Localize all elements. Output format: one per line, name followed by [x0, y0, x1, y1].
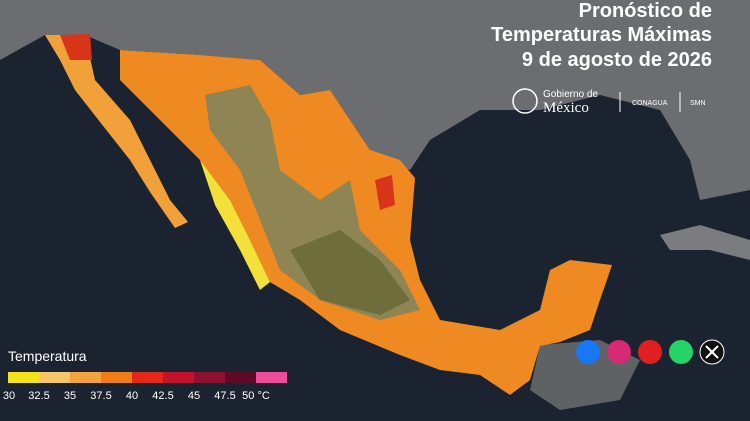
central-highlands: [290, 230, 410, 315]
baja-california: [45, 35, 188, 228]
legend-label: 42.5: [152, 390, 173, 402]
instagram-icon: [607, 340, 631, 364]
title-line: Pronóstico de: [579, 0, 712, 22]
hot-spot: [375, 175, 395, 210]
logo-text: SMN: [690, 100, 706, 107]
cuba: [660, 225, 750, 260]
legend-title: Temperatura: [8, 348, 87, 364]
legend: 30 32.5 35 37.5 40 42.5 45 47.5 50 °C: [3, 372, 287, 402]
north-land: [0, 0, 750, 200]
legend-swatch: [101, 372, 132, 383]
legend-swatch: [256, 372, 287, 383]
youtube-icon: [638, 340, 662, 364]
whatsapp-icon: [669, 340, 693, 364]
logo-text: CONAGUA: [632, 100, 668, 107]
legend-swatch: [132, 372, 163, 383]
legend-swatch: [70, 372, 101, 383]
x-glyph: [705, 345, 719, 359]
legend-label: 37.5: [90, 390, 111, 402]
logo-text: México: [543, 100, 589, 116]
legend-swatch: [39, 372, 70, 383]
legend-swatch: [163, 372, 194, 383]
gobierno-seal: [512, 88, 538, 114]
hot-spot: [60, 34, 92, 60]
legend-swatch: [8, 372, 39, 383]
logo-text: Gobierno de: [543, 89, 598, 100]
legend-label: 40: [126, 390, 138, 402]
legend-label: 32.5: [28, 390, 49, 402]
legend-label: 45: [188, 390, 200, 402]
legend-label: 35: [64, 390, 76, 402]
legend-label: 50 °C: [242, 390, 270, 402]
legend-label: 47.5: [214, 390, 235, 402]
title-line: Temperaturas Máximas: [491, 24, 712, 46]
legend-swatch: [225, 372, 256, 383]
title-line: 9 de agosto de 2026: [522, 49, 712, 71]
legend-swatch: [194, 372, 225, 383]
yellow-band: [200, 160, 270, 290]
legend-label: 30: [3, 390, 15, 402]
facebook-icon: [576, 340, 600, 364]
social-icons: [576, 339, 725, 365]
